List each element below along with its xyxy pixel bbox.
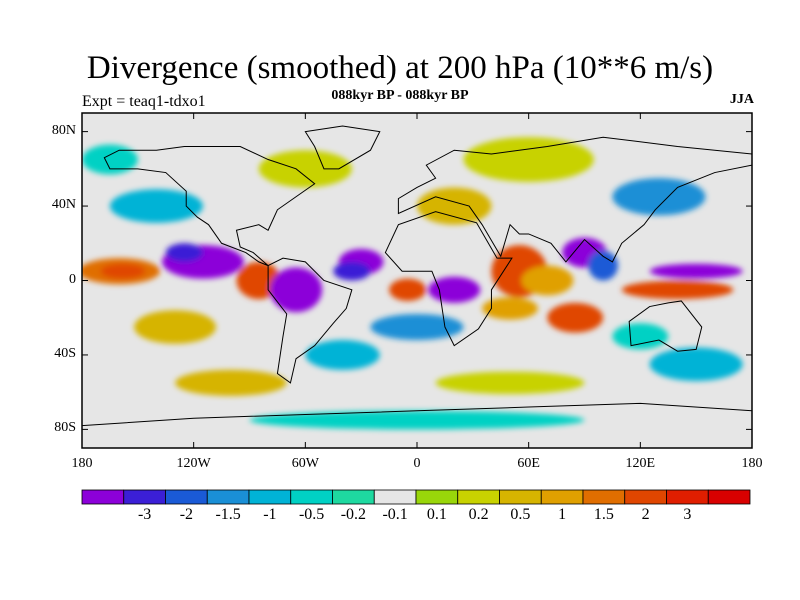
lon-label: 120E xyxy=(625,456,656,471)
field-anomaly-1 xyxy=(100,263,146,279)
lat-label: 0 xyxy=(69,271,76,287)
lat-label: 40N xyxy=(51,197,76,213)
field-anomaly-31 xyxy=(612,323,669,350)
field-anomaly-15 xyxy=(649,263,743,279)
colorbar-box xyxy=(290,489,333,505)
field-anomaly-28 xyxy=(249,410,585,430)
colorbar-box xyxy=(707,489,751,505)
season-label: JJA xyxy=(729,92,754,107)
colorbar-box xyxy=(499,489,542,505)
colorbar-label: -3 xyxy=(137,506,152,523)
field-anomaly-13 xyxy=(588,250,618,281)
axis-ticks xyxy=(81,113,753,448)
colorbar-box xyxy=(457,489,500,505)
plot-subtitle: 088kyr BP - 088kyr BP xyxy=(331,88,469,103)
plot-title: Divergence (smoothed) at 200 hPa (10**6 … xyxy=(86,50,714,86)
lon-label: 60W xyxy=(291,456,319,471)
colorbar-label: 0.2 xyxy=(468,506,489,523)
colorbar-box xyxy=(373,489,417,505)
colorbar-label: 0.1 xyxy=(426,506,447,523)
colorbar-label: -0.2 xyxy=(340,506,367,523)
field-anomaly-17 xyxy=(547,302,604,333)
field-anomaly-30 xyxy=(305,340,380,370)
coastline-south-america xyxy=(267,257,353,384)
divergence-field xyxy=(82,137,743,430)
coastline-eurasia xyxy=(397,136,752,263)
colorbar-label: 3 xyxy=(683,506,692,523)
field-anomaly-14 xyxy=(621,280,734,300)
field-anomaly-3 xyxy=(165,243,203,262)
colorbar-box xyxy=(206,489,250,505)
field-anomaly-21 xyxy=(258,150,352,188)
colorbar-label: -1 xyxy=(263,506,277,523)
lat-label: 40S xyxy=(54,345,76,361)
colorbar-label: -0.5 xyxy=(298,506,325,523)
colorbar-box xyxy=(165,489,208,505)
lon-label: 60E xyxy=(517,456,540,471)
field-anomaly-19 xyxy=(370,314,464,341)
field-anomaly-27 xyxy=(435,371,585,395)
colorbar-box xyxy=(624,489,667,505)
colorbar-label: 2 xyxy=(641,506,650,523)
field-anomaly-23 xyxy=(612,178,706,216)
field-anomaly-18 xyxy=(482,297,538,320)
field-anomaly-24 xyxy=(109,189,203,223)
colorbar-box xyxy=(582,489,626,505)
lon-label: 180 xyxy=(741,456,763,471)
lat-label: 80N xyxy=(51,122,76,138)
coastline-australia xyxy=(628,300,703,352)
field-anomaly-26 xyxy=(175,369,287,396)
field-anomaly-5 xyxy=(269,267,323,313)
colorbar-label: 0.5 xyxy=(510,506,531,523)
colorbar-box xyxy=(123,489,166,505)
field-anomaly-22 xyxy=(463,137,594,182)
colorbar-label: -2 xyxy=(179,506,194,523)
field-anomaly-9 xyxy=(389,278,427,301)
coastlines xyxy=(82,125,752,448)
colorbar-box xyxy=(666,489,709,505)
field-anomaly-8 xyxy=(428,276,481,303)
colorbar-label: -1.5 xyxy=(215,506,241,523)
colorbar-box xyxy=(415,489,459,505)
experiment-label: Expt = teaq1-tdxo1 xyxy=(82,93,206,110)
field-anomaly-11 xyxy=(521,265,574,296)
coastline-greenland xyxy=(304,125,381,170)
lat-label: 80S xyxy=(54,420,76,436)
coastline-antarctica-edge xyxy=(82,402,752,448)
field-anomaly-25 xyxy=(417,187,492,225)
field-anomaly-7 xyxy=(333,261,371,281)
coastline-north-america xyxy=(103,146,316,267)
colorbar xyxy=(81,489,751,505)
colorbar-label: 1 xyxy=(558,506,567,523)
colorbar-label: -0.1 xyxy=(382,506,408,523)
colorbar-label: 1.5 xyxy=(593,506,614,523)
lon-label: 0 xyxy=(413,456,421,471)
lon-label: 120W xyxy=(176,456,211,471)
colorbar-box xyxy=(540,489,584,505)
colorbar-box xyxy=(332,489,375,505)
field-anomaly-20 xyxy=(82,144,138,175)
lon-label: 180 xyxy=(71,456,93,471)
colorbar-box xyxy=(248,489,292,505)
colorbar-box xyxy=(81,489,125,505)
field-anomaly-16 xyxy=(134,310,216,344)
field-anomaly-29 xyxy=(649,347,743,381)
coastline-africa xyxy=(384,211,513,347)
